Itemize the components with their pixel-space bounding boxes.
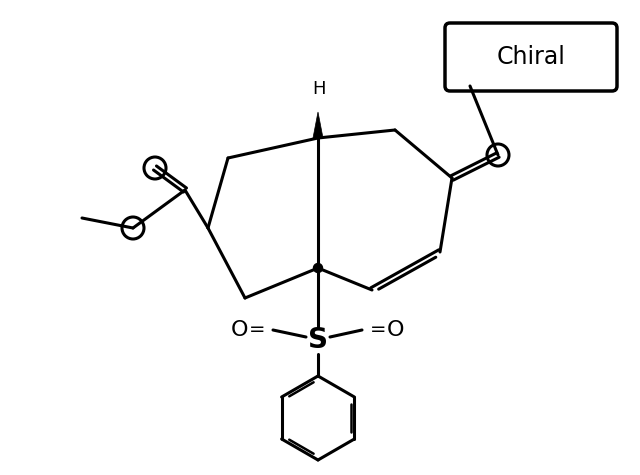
- Text: =: =: [249, 320, 265, 339]
- Text: O: O: [230, 320, 248, 340]
- Circle shape: [314, 264, 323, 273]
- Text: =: =: [370, 320, 387, 339]
- Text: Chiral: Chiral: [497, 45, 565, 69]
- Text: S: S: [308, 326, 328, 354]
- Polygon shape: [313, 112, 323, 138]
- Text: H: H: [312, 80, 326, 98]
- Text: O: O: [387, 320, 404, 340]
